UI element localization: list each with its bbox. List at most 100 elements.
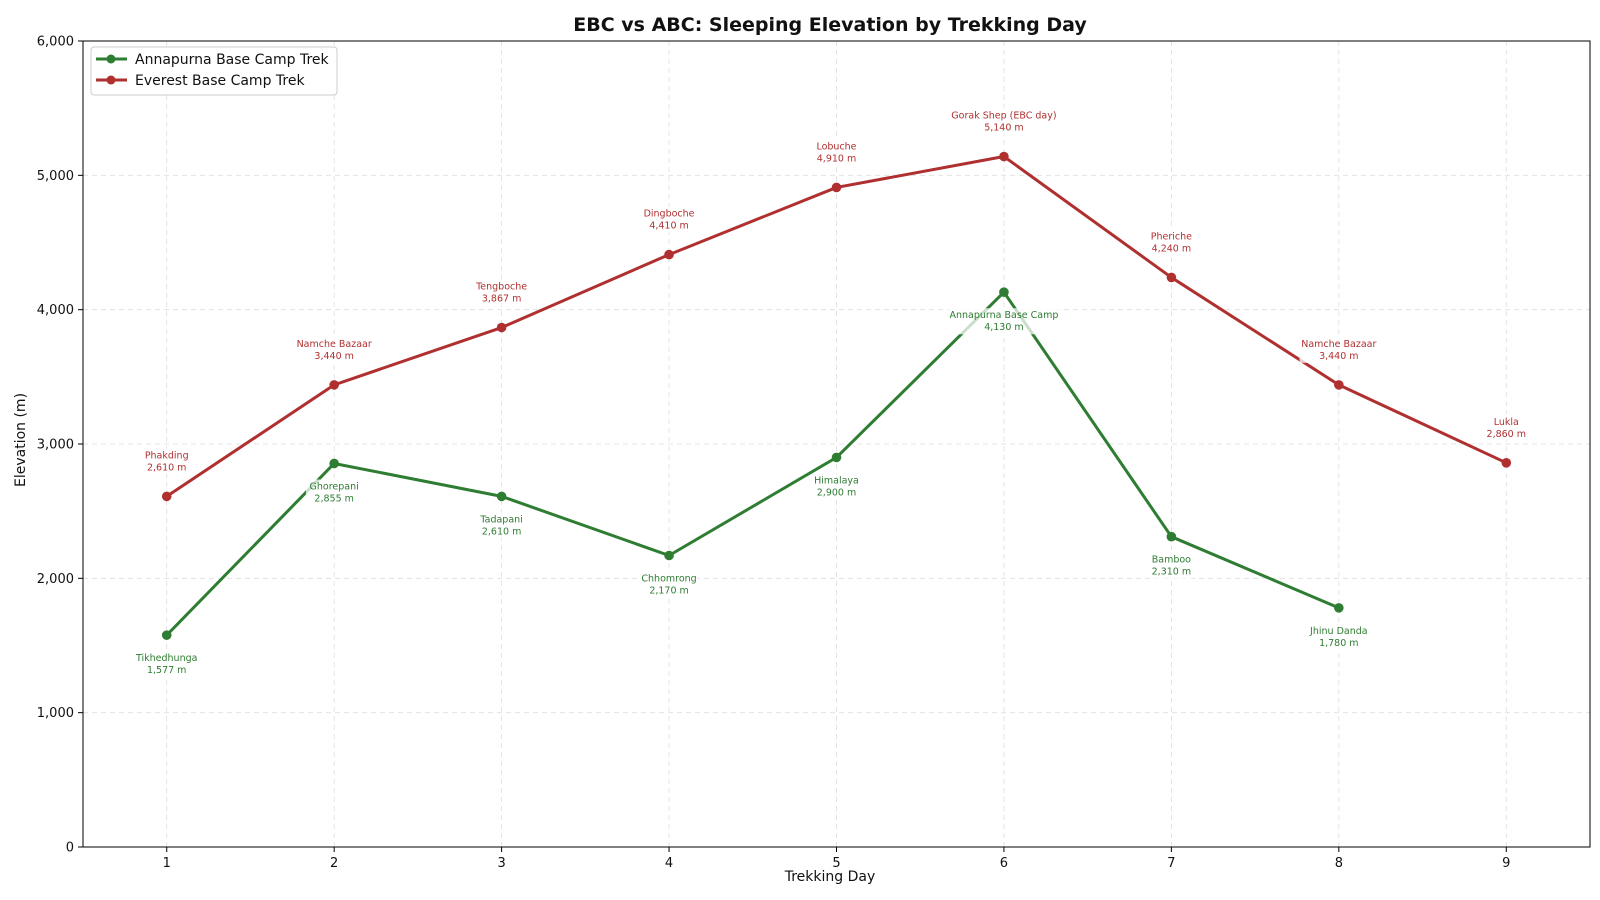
data-label-background [1483, 414, 1529, 441]
data-label-background [1299, 336, 1379, 363]
data-label-place: Namche Bazaar [297, 339, 372, 350]
data-label-background [1145, 229, 1197, 256]
data-label-background [294, 336, 374, 363]
legend-label: Everest Base Camp Trek [135, 73, 305, 89]
chart-title: EBC vs ABC: Sleeping Elevation by Trekki… [573, 14, 1087, 36]
data-label-value: 4,240 m [1152, 243, 1191, 254]
data-point [1334, 380, 1344, 390]
data-point [329, 380, 339, 390]
data-label-place: Bamboo [1152, 555, 1191, 566]
y-axis-ticks: 0 1,000 2,000 3,000 4,000 5,000 6,000 [37, 35, 83, 856]
data-label-value: 2,855 m [314, 493, 353, 504]
x-axis-ticks: 1 2 3 4 5 6 7 8 9 [163, 847, 1510, 871]
data-label-background [476, 512, 528, 539]
chart-legend: Annapurna Base Camp Trek Everest Base Ca… [90, 46, 338, 96]
data-label-place: Annapurna Base Camp [949, 310, 1058, 321]
data-point [831, 182, 842, 193]
legend-swatch-marker [106, 75, 116, 85]
data-label-value: 4,910 m [817, 153, 856, 164]
data-label-place: Dingboche [644, 209, 695, 220]
legend-entry-abc: Annapurna Base Camp Trek [96, 52, 330, 68]
data-label-place: Tadapani [479, 514, 522, 525]
data-label-place: Tengboche [475, 282, 527, 293]
data-label-value: 2,900 m [817, 487, 856, 498]
data-point [161, 630, 172, 640]
data-label-background [811, 473, 862, 500]
data-point [1166, 531, 1177, 542]
data-label-value: 3,440 m [1319, 351, 1358, 362]
data-label-place: Tikhedhunga [135, 653, 197, 664]
y-tick-label: 6,000 [37, 35, 74, 50]
data-label-background [141, 448, 193, 475]
legend-swatch-marker [106, 54, 116, 64]
y-tick-label: 4,000 [37, 303, 74, 318]
data-label-background [305, 479, 363, 506]
data-label-value: 2,860 m [1487, 429, 1526, 440]
y-tick-label: 5,000 [37, 169, 74, 184]
x-tick-label: 8 [1335, 856, 1343, 871]
x-tick-label: 9 [1502, 856, 1510, 871]
data-label-background [640, 206, 698, 233]
y-tick-label: 1,000 [37, 706, 74, 721]
data-point [664, 550, 674, 561]
data-point [161, 491, 172, 502]
data-point [1501, 458, 1512, 468]
data-label-background [813, 139, 860, 166]
data-label-place: Namche Bazaar [1301, 339, 1376, 350]
data-label-place: Jhinu Danda [1309, 626, 1368, 637]
legend-label: Annapurna Base Camp Trek [135, 52, 330, 68]
data-label-value: 2,610 m [147, 462, 186, 473]
data-label-value: 3,867 m [482, 294, 521, 305]
data-label-place: Lukla [1494, 417, 1519, 428]
x-tick-label: 4 [665, 856, 673, 871]
data-point [664, 249, 674, 260]
data-label-value: 1,577 m [147, 665, 186, 676]
y-tick-label: 3,000 [37, 438, 74, 453]
data-point [496, 491, 507, 502]
data-label-place: Ghorepani [310, 481, 359, 492]
x-tick-label: 1 [163, 856, 171, 871]
data-label-value: 4,410 m [649, 221, 688, 232]
data-label-background [1148, 552, 1194, 579]
data-label-place: Chhomrong [641, 573, 696, 584]
legend-entry-ebc: Everest Base Camp Trek [96, 73, 305, 89]
legend-box [90, 46, 338, 96]
data-label-place: Pheriche [1151, 231, 1192, 242]
data-label-background [1305, 623, 1373, 650]
x-tick-label: 2 [330, 856, 338, 871]
series-line [165, 290, 1341, 637]
plot-area-frame [82, 40, 1591, 848]
data-point [831, 452, 842, 463]
data-point [496, 322, 507, 333]
x-tick-label: 3 [497, 856, 505, 871]
data-label-background [473, 279, 530, 306]
data-point [1166, 272, 1177, 283]
data-label-value: 1,780 m [1319, 638, 1358, 649]
data-label-background [132, 651, 201, 678]
data-label-value: 3,440 m [314, 351, 353, 362]
data-label-place: Phakding [145, 450, 189, 461]
data-point [329, 458, 339, 469]
data-point [999, 151, 1009, 162]
data-point [1334, 603, 1344, 613]
x-tick-label: 5 [832, 856, 840, 871]
data-label-place: Gorak Shep (EBC day) [951, 111, 1056, 122]
series-lines [161, 151, 1512, 640]
x-tick-label: 7 [1167, 856, 1175, 871]
